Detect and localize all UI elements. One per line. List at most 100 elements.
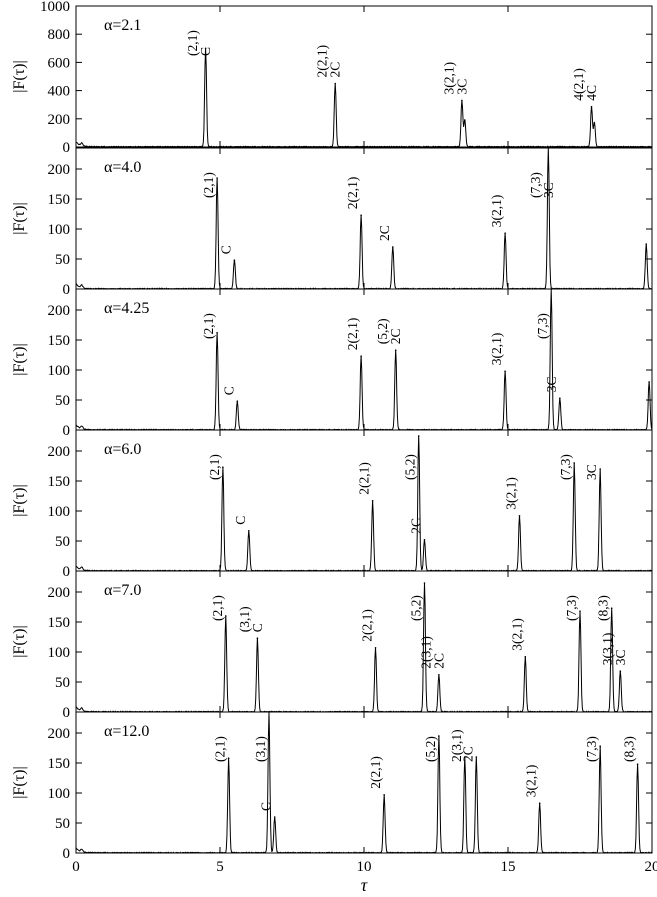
- peak-point: [227, 757, 230, 759]
- peak-label: (5,2): [423, 736, 438, 762]
- peak-label: C: [259, 802, 274, 811]
- y-tick-label: 150: [48, 615, 71, 631]
- panel-frame: [75, 5, 653, 148]
- peak-label: 2(2,1): [345, 318, 360, 351]
- peak-point: [216, 177, 218, 179]
- panel-alpha-label: α=12.0: [104, 723, 149, 740]
- peak-point: [547, 147, 550, 149]
- peak-label: (7,3): [535, 313, 550, 339]
- y-tick-label: 100: [48, 645, 71, 661]
- y-axis-label: |F(τ)|: [11, 625, 28, 657]
- panel-alpha-label: α=7.0: [104, 582, 141, 599]
- peak-point: [236, 400, 239, 403]
- y-tick-label: 0: [63, 423, 71, 439]
- x-tick-label: 0: [72, 859, 80, 875]
- peak-label: 2C: [377, 225, 392, 241]
- series-line: [75, 147, 652, 290]
- peak-label: 4(2,1): [571, 68, 586, 101]
- x-tick-label: 15: [501, 859, 516, 875]
- series-line: [75, 48, 653, 148]
- peak-label: C: [233, 516, 248, 525]
- y-axis-label: |F(τ)|: [11, 484, 28, 516]
- peak-point: [233, 259, 236, 262]
- peak-point: [619, 670, 622, 672]
- panel-frame: [75, 429, 653, 572]
- peak-label: 2C: [431, 653, 446, 669]
- panel-2: 0 50 100 150 200 |F(τ)| α=4.0 (2,1) C 2(2,1) 2C 3(2…: [11, 147, 653, 298]
- peak-point: [438, 735, 440, 737]
- peak-label: 2C: [388, 328, 403, 344]
- panel-alpha-label: α=4.0: [104, 159, 141, 176]
- y-tick-label: 150: [48, 474, 71, 490]
- peak-point: [224, 615, 227, 617]
- peak-label: 3(2,1): [509, 618, 524, 651]
- y-tick-label: 0: [63, 140, 71, 156]
- peak-label: (2,1): [210, 595, 225, 621]
- y-tick-label: 100: [48, 222, 71, 238]
- peak-label: 2(3,1): [418, 636, 433, 669]
- peak-point: [538, 802, 541, 804]
- y-tick-label: 200: [48, 444, 71, 460]
- peak-label: 2C: [460, 746, 475, 762]
- y-tick-label: 100: [48, 504, 71, 520]
- y-tick-label: 50: [55, 675, 70, 691]
- series-line: [75, 711, 653, 854]
- peak-label: C: [198, 47, 213, 56]
- peak-label: (5,2): [375, 318, 390, 344]
- x-tick-label: 5: [216, 859, 224, 875]
- peak-label: (8,3): [596, 595, 611, 621]
- peak-point: [524, 656, 527, 658]
- peak-point: [423, 539, 426, 541]
- peak-label: C: [221, 386, 236, 395]
- peak-label: (8,3): [622, 736, 637, 762]
- peak-point: [374, 647, 377, 649]
- peak-point: [360, 355, 362, 358]
- y-axis-label: |F(τ)|: [11, 60, 28, 92]
- peak-label: (3,1): [237, 606, 252, 632]
- peak-label: (7,3): [584, 736, 599, 762]
- y-tick-label: 50: [55, 816, 70, 832]
- peak-point: [645, 243, 648, 245]
- panel-alpha-label: α=2.1: [104, 17, 141, 34]
- peak-point: [550, 288, 552, 290]
- peak-label: 3(2,1): [441, 62, 456, 95]
- y-tick-label: 0: [63, 846, 71, 862]
- panel-alpha-label: α=6.0: [104, 441, 141, 458]
- y-tick-label: 50: [55, 252, 70, 268]
- peak-point: [256, 637, 259, 639]
- peak-label: 2(2,1): [357, 462, 372, 495]
- panel-3: 0 50 100 150 200 |F(τ)| α=4.25 (2,1) C 2(2,1) (5,2…: [11, 288, 653, 439]
- peak-label: 2(2,1): [360, 609, 375, 642]
- y-tick-label: 150: [48, 192, 71, 208]
- peak-label: 2(2,1): [315, 45, 330, 78]
- peak-label: 2(2,1): [345, 177, 360, 210]
- panel-frame: [75, 711, 653, 854]
- y-tick-label: 600: [48, 55, 71, 71]
- y-tick-label: 200: [48, 112, 71, 128]
- peak-label: 3C: [613, 649, 628, 665]
- peak-point: [371, 500, 374, 502]
- peak-label: 3C: [541, 182, 556, 198]
- peak-point: [248, 530, 250, 532]
- peak-point: [394, 349, 397, 352]
- y-tick-label: 200: [48, 726, 71, 742]
- peak-label: 3C: [454, 79, 469, 95]
- y-tick-label: 1000: [40, 0, 70, 15]
- peak-label: C: [250, 623, 265, 632]
- peak-label: 3(2,1): [504, 477, 519, 510]
- y-tick-label: 100: [48, 786, 71, 802]
- y-tick-label: 0: [63, 282, 71, 298]
- peak-label: (7,3): [564, 595, 579, 621]
- peak-point: [504, 232, 506, 234]
- peak-point: [648, 381, 650, 383]
- peak-point: [518, 515, 521, 517]
- y-tick-label: 0: [63, 564, 71, 580]
- peak-point: [610, 607, 613, 609]
- panel-1: 0 200 400 600 800 1000 |F(τ)| α=2.1 (2,1)C 2(2,1)…: [11, 0, 653, 156]
- peak-point: [464, 756, 466, 758]
- y-tick-label: 800: [48, 27, 71, 43]
- peak-label: (3,1): [253, 736, 268, 762]
- peak-label: (2,1): [213, 736, 228, 762]
- peak-label: 4C: [584, 85, 599, 101]
